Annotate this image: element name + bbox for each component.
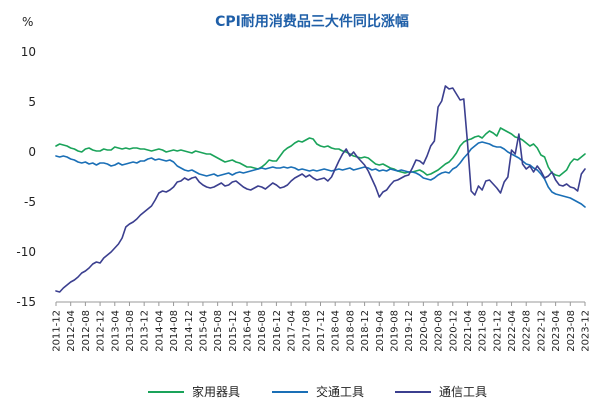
y-axis-unit: % xyxy=(22,15,33,29)
x-tick-label: 2020-08 xyxy=(434,310,445,352)
x-tick-label: 2021-04 xyxy=(463,310,474,352)
y-tick-label: 5 xyxy=(28,95,36,109)
x-tick-label: 2012-08 xyxy=(81,310,92,352)
x-tick-label: 2022-04 xyxy=(507,310,518,352)
x-tick-label: 2019-12 xyxy=(404,310,415,352)
x-tick-label: 2023-12 xyxy=(581,310,592,352)
x-tick-label: 2018-12 xyxy=(360,310,371,352)
x-tick-label: 2019-04 xyxy=(375,310,386,352)
x-tick-label: 2013-08 xyxy=(125,310,136,352)
x-tick-label: 2016-08 xyxy=(257,310,268,352)
x-tick-label: 2012-04 xyxy=(66,310,77,352)
y-tick-label: 0 xyxy=(28,145,36,159)
x-tick-label: 2015-04 xyxy=(198,310,209,352)
series-lines xyxy=(55,85,586,293)
y-axis-ticks: -15 -10 -5 0 5 10 xyxy=(16,45,36,309)
x-tick-label: 2014-12 xyxy=(184,310,195,352)
x-tick-label: 2014-04 xyxy=(154,310,165,352)
x-tick-label: 2021-12 xyxy=(492,310,503,352)
x-tick-label: 2012-12 xyxy=(96,310,107,352)
x-tick-label: 2016-04 xyxy=(243,310,254,352)
series-line-家用器具 xyxy=(55,127,586,177)
x-tick-label: 2022-08 xyxy=(522,310,533,352)
y-tick-label: -5 xyxy=(24,195,36,209)
y-tick-label: -15 xyxy=(16,295,36,309)
x-tick-label: 2014-08 xyxy=(169,310,180,352)
legend-label: 家用器具 xyxy=(192,384,240,399)
x-tick-label: 2018-08 xyxy=(345,310,356,352)
legend: 家用器具 交通工具 通信工具 xyxy=(148,384,487,399)
x-tick-label: 2013-04 xyxy=(110,310,121,352)
x-tick-label: 2023-08 xyxy=(566,310,577,352)
x-tick-label: 2022-12 xyxy=(536,310,547,352)
x-tick-label: 2020-12 xyxy=(448,310,459,352)
x-tick-label: 2023-04 xyxy=(551,310,562,352)
x-tick-label: 2016-12 xyxy=(272,310,283,352)
x-tick-label: 2019-08 xyxy=(389,310,400,352)
x-tick-label: 2015-12 xyxy=(228,310,239,352)
x-tick-label: 2015-08 xyxy=(213,310,224,352)
x-tick-label: 2021-08 xyxy=(478,310,489,352)
series-line-交通工具 xyxy=(55,141,586,208)
x-tick-label: 2017-08 xyxy=(301,310,312,352)
x-axis-ticks: 2011-12 2012-04 2012-08 2012-12 2013-04 2013-… xyxy=(52,302,592,352)
legend-label: 通信工具 xyxy=(439,385,487,399)
chart-title: CPI耐用消费品三大件同比涨幅 xyxy=(215,13,409,30)
series-line-通信工具 xyxy=(55,85,586,293)
x-tick-label: 2018-04 xyxy=(331,310,342,352)
x-tick-label: 2020-04 xyxy=(419,310,430,352)
x-tick-label: 2013-12 xyxy=(140,310,151,352)
x-tick-label: 2017-12 xyxy=(316,310,327,352)
y-tick-label: -10 xyxy=(16,245,36,259)
legend-label: 交通工具 xyxy=(316,384,364,399)
y-tick-label: 10 xyxy=(21,45,36,59)
x-tick-label: 2017-04 xyxy=(287,310,298,352)
x-tick-label: 2011-12 xyxy=(52,310,63,352)
